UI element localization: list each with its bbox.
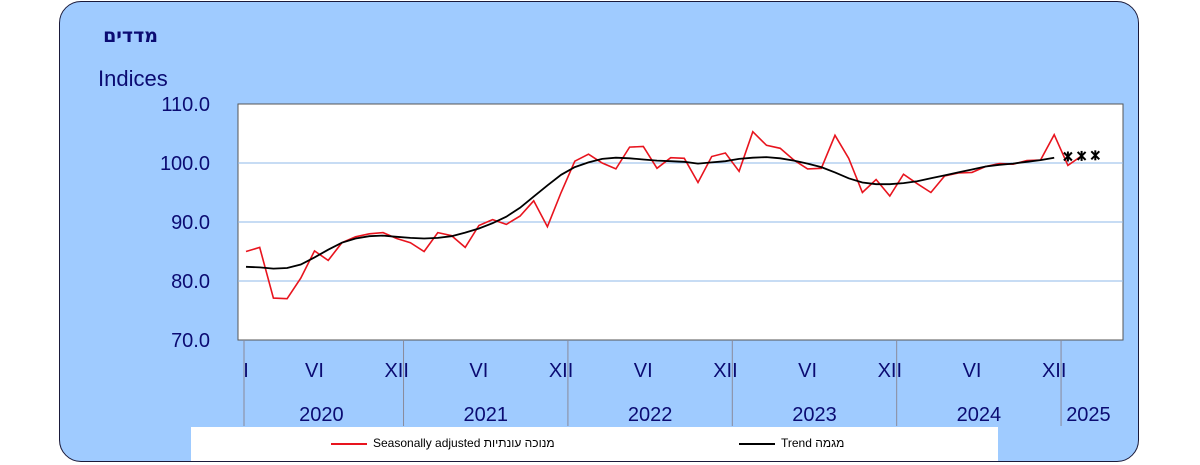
x-tick-label: I [243, 360, 249, 382]
year-label: 2025 [1066, 404, 1111, 426]
year-label: 2022 [628, 404, 673, 426]
x-tick-label: VI [305, 360, 324, 382]
year-label: 2021 [463, 404, 508, 426]
legend: Seasonally adjusted מנוכה עונתיות Trend … [191, 427, 998, 461]
series-group [245, 130, 1101, 300]
y-axis-label-hebrew: מדדים [103, 25, 158, 47]
y-axis-label-english: Indices [98, 66, 168, 91]
y-tick-label: 100.0 [160, 153, 210, 175]
legend-swatch-seasonal [331, 442, 367, 445]
legend-swatch-trend [739, 442, 775, 445]
x-tick-label: XII [384, 360, 408, 382]
trend-line [245, 156, 1055, 270]
trend-forecast-marker [1090, 150, 1101, 161]
y-tick-label: 90.0 [171, 212, 210, 234]
y-tick-label: 110.0 [161, 94, 210, 116]
year-labels: 2020 2021 2022 2023 2024 2025 [299, 404, 1111, 426]
y-tick-label: 70.0 [171, 330, 210, 352]
x-tick-label: VI [634, 360, 653, 382]
y-tick-label: 80.0 [171, 271, 210, 293]
year-label: 2020 [299, 404, 344, 426]
x-tick-labels: I VI XII VI XII VI XII VI XII VI XII [243, 340, 1066, 426]
x-tick-label: VI [963, 360, 982, 382]
legend-item-trend: Trend מגמה [739, 436, 844, 450]
legend-item-seasonal: Seasonally adjusted מנוכה עונתיות [331, 436, 555, 450]
x-tick-label: XII [549, 360, 573, 382]
x-tick-label: VI [798, 360, 817, 382]
trend-forecast-marker [1076, 150, 1087, 161]
year-label: 2024 [957, 404, 1002, 426]
legend-label-trend: Trend מגמה [781, 436, 845, 450]
x-tick-label: XII [1042, 360, 1066, 382]
x-tick-label: XII [713, 360, 737, 382]
seasonal-adjusted-line [245, 130, 1083, 300]
x-tick-label: XII [878, 360, 902, 382]
year-label: 2023 [792, 404, 837, 426]
y-tick-labels: 70.0 80.0 90.0 100.0 110.0 [160, 94, 210, 352]
legend-label-seasonal: Seasonally adjusted מנוכה עונתיות [373, 436, 555, 450]
x-tick-label: VI [469, 360, 488, 382]
trend-forecast-marker [1063, 151, 1073, 162]
grid-lines [238, 162, 1123, 282]
